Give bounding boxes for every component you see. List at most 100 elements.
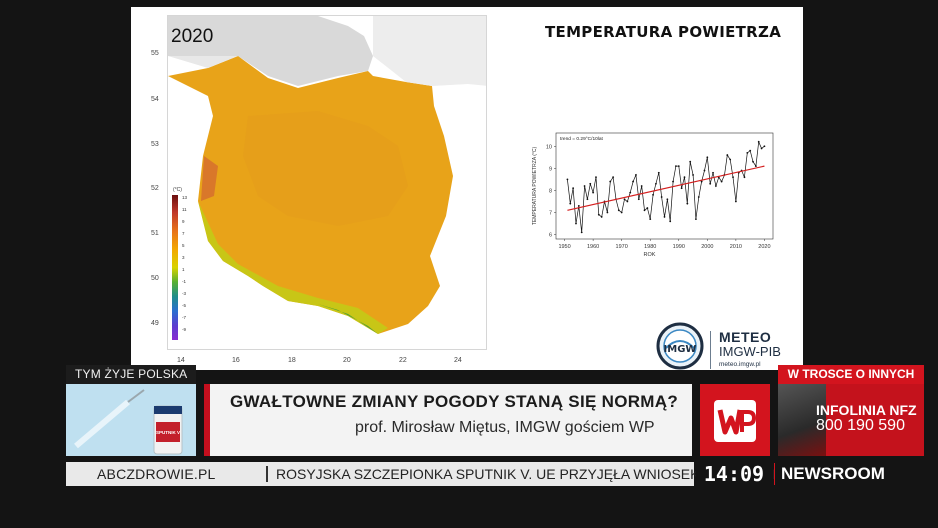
legend-tick-label: 9 (182, 219, 185, 224)
data-point (686, 202, 689, 205)
data-point (729, 158, 732, 161)
data-point (629, 191, 632, 194)
x-tick-label: 1970 (616, 244, 628, 250)
data-point (680, 187, 683, 190)
data-point (749, 149, 752, 152)
meteo-url: meteo.imgw.pl (719, 361, 761, 368)
map-year-label: 2020 (171, 26, 214, 47)
x-axis-label: ROK (644, 252, 656, 258)
y-tick-label: 8 (549, 188, 552, 194)
data-point (586, 198, 589, 201)
news-ticker: ABCZDROWIE.PL ROSYJSKA SZCZEPIONKA SPUTN… (66, 462, 818, 486)
syringe-vial-image: SPUTNIK V (66, 384, 196, 456)
data-point (677, 165, 680, 168)
ticker-separator (266, 466, 268, 482)
data-point (743, 176, 746, 179)
trend-chart-svg: 1950 1960 1970 1980 1990 2000 2010 2020 6 7 8 9 10 tr… (532, 132, 774, 258)
meteo-subtitle: IMGW-PIB (719, 344, 781, 359)
data-point (572, 187, 575, 190)
vial-label: SPUTNIK V (156, 430, 180, 435)
y-tick-label: 10 (546, 144, 552, 150)
data-point (697, 196, 700, 198)
data-point (649, 218, 652, 221)
guest-subline: prof. Mirosław Miętus, IMGW gościem WP (355, 419, 655, 436)
data-point (589, 182, 592, 185)
channel-name: NEWSROOM (775, 462, 925, 486)
data-point (575, 222, 577, 225)
clock: 14:09 (696, 462, 772, 486)
temperature-series-line (567, 140, 765, 233)
data-point (706, 156, 709, 159)
lon-tick-label: 14 (177, 357, 185, 364)
phone-image (778, 384, 826, 456)
data-point (652, 193, 654, 196)
legend-tick-label: -5 (182, 303, 187, 308)
data-point (595, 176, 597, 179)
hotline-title: INFOLINIA NFZ (816, 402, 917, 418)
data-point (635, 174, 637, 176)
data-point (720, 180, 723, 183)
data-point (637, 198, 640, 201)
lat-tick-label: 51 (151, 230, 159, 237)
data-point (643, 209, 646, 212)
temperature-trend-chart: 1950 1960 1970 1980 1990 2000 2010 2020 6 7 8 9 10 tr… (528, 127, 778, 265)
data-point (646, 207, 649, 209)
hotline-number: 800 190 590 (816, 417, 905, 434)
legend-tick-label: -1 (182, 279, 187, 284)
data-point (703, 169, 706, 172)
logo-text: IMGW (664, 344, 697, 355)
x-tick-label: 1980 (644, 244, 656, 250)
poland-map-graphic (168, 16, 486, 349)
vaccine-thumbnail: SPUTNIK V (66, 384, 196, 456)
data-point (640, 185, 643, 187)
data-point (663, 216, 666, 218)
lat-tick-label: 53 (151, 141, 159, 148)
logo-divider (710, 331, 711, 369)
data-point (569, 202, 572, 205)
data-point (612, 176, 615, 179)
presentation-slide: TEMPERATURA POWIETRZA 2020 55 54 53 52 5… (131, 7, 803, 370)
legend-tick-label: 13 (182, 195, 188, 200)
data-point (757, 140, 760, 143)
data-point (583, 185, 586, 187)
data-point (712, 171, 714, 174)
data-point (580, 231, 583, 234)
lat-tick-label: 54 (151, 96, 159, 103)
show-tag: TYM ŻYJE POLSKA (66, 365, 196, 384)
promo-tag: W TROSCE O INNYCH (778, 365, 924, 384)
temperature-map (167, 15, 487, 350)
data-point (632, 180, 634, 183)
data-point (620, 211, 623, 214)
y-tick-label: 7 (549, 211, 552, 217)
data-point (726, 154, 729, 156)
data-point (746, 151, 749, 154)
x-tick-label: 2010 (730, 244, 742, 250)
temperature-color-legend (172, 195, 178, 340)
data-point (734, 200, 737, 203)
data-point (600, 216, 603, 218)
legend-tick-label: -3 (182, 291, 187, 296)
x-tick-label: 2000 (701, 244, 713, 250)
slide-title: TEMPERATURA POWIETRZA (545, 23, 782, 41)
lat-tick-label: 55 (151, 50, 159, 57)
lat-tick-label: 52 (151, 185, 159, 192)
meteo-title: METEO (719, 329, 772, 345)
lon-tick-label: 18 (288, 357, 296, 364)
ticker-source: ABCZDROWIE.PL (97, 466, 216, 482)
data-point (752, 160, 754, 163)
data-point (655, 182, 657, 185)
data-point (695, 218, 697, 221)
data-point (577, 204, 580, 207)
nfz-hotline-promo: INFOLINIA NFZ 800 190 590 (778, 384, 924, 456)
data-point (692, 174, 694, 176)
legend-tick-label: 11 (182, 207, 187, 212)
data-point (566, 178, 569, 181)
data-point (617, 209, 620, 212)
legend-tick-label: 7 (182, 231, 185, 236)
lon-tick-label: 22 (399, 357, 407, 364)
y-tick-label: 9 (549, 166, 552, 172)
x-tick-label: 1960 (587, 244, 599, 250)
data-point (689, 160, 692, 163)
data-point (609, 180, 612, 183)
